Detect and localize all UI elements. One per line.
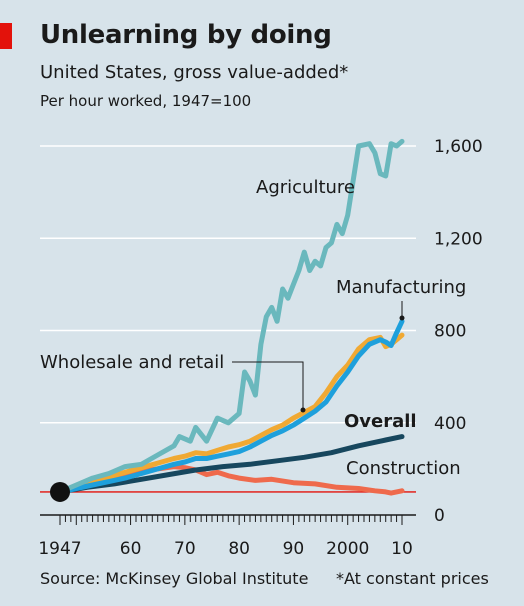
footnote: *At constant prices [336,569,489,588]
series-line-manufacturing [57,318,405,495]
source-note: Source: McKinsey Global Institute [40,569,309,588]
y-tick-label-800: 800 [434,322,466,342]
annotation-wholesale-and-retail: Wholesale and retail [40,352,224,373]
chart-subtitle: United States, gross value-added* [40,62,349,83]
start-point-marker [50,481,70,502]
annotation-construction: Construction [346,458,461,479]
y-tick-label-0: 0 [434,506,445,526]
x-tick-label-70: 70 [174,539,196,559]
x-tick-label-60: 60 [120,539,142,559]
leader-dot-manufacturing [399,315,405,321]
leader-line-wholesale [232,361,304,409]
y-tick-label-1200: 1,200 [434,229,483,249]
series-line-agriculture [57,138,405,495]
annotation-agriculture: Agriculture [256,177,355,198]
annotation-overall: Overall [344,411,417,432]
chart-unit-note: Per hour worked, 1947=100 [40,92,252,110]
chart-title: Unlearning by doing [40,20,332,50]
accent-bar [0,23,12,49]
x-tick-label-1947: 1947 [38,539,81,559]
series-line-overall [57,434,405,495]
x-tick-label-90: 90 [283,539,305,559]
x-tick-label-2000: 2000 [326,539,369,559]
y-tick-label-400: 400 [434,414,466,434]
annotation-manufacturing: Manufacturing [336,277,466,298]
series-line-wholesale-and-retail [57,332,405,495]
x-tick-label-80: 80 [228,539,250,559]
leader-dot-wholesale [300,407,306,413]
y-tick-label-1600: 1,600 [434,137,483,157]
x-tick-label-10: 10 [391,539,413,559]
